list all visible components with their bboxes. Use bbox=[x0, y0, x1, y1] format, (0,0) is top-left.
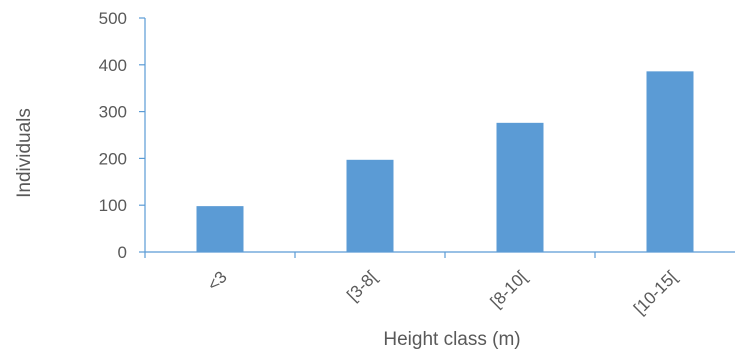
y-axis-title: Individuals bbox=[14, 108, 35, 198]
bar bbox=[646, 71, 694, 253]
y-tick-label: 300 bbox=[99, 103, 127, 122]
y-tick-label: 500 bbox=[99, 9, 127, 28]
x-tick-label: [3-8[ bbox=[343, 267, 381, 305]
y-tick-label: 100 bbox=[99, 196, 127, 215]
y-tick-label: 400 bbox=[99, 56, 127, 75]
bars-layer bbox=[196, 71, 694, 253]
x-axis-title: Height class (m) bbox=[383, 329, 520, 350]
bar bbox=[346, 159, 394, 252]
axis-layer bbox=[139, 17, 735, 258]
bar bbox=[496, 122, 544, 252]
x-tick-label: <3 bbox=[204, 267, 231, 294]
x-tick-label: [10-15[ bbox=[630, 267, 681, 318]
y-tick-label: 200 bbox=[99, 149, 127, 168]
y-tick-label: 0 bbox=[118, 243, 127, 262]
x-tick-label: [8-10[ bbox=[487, 267, 531, 311]
bar bbox=[196, 206, 244, 252]
